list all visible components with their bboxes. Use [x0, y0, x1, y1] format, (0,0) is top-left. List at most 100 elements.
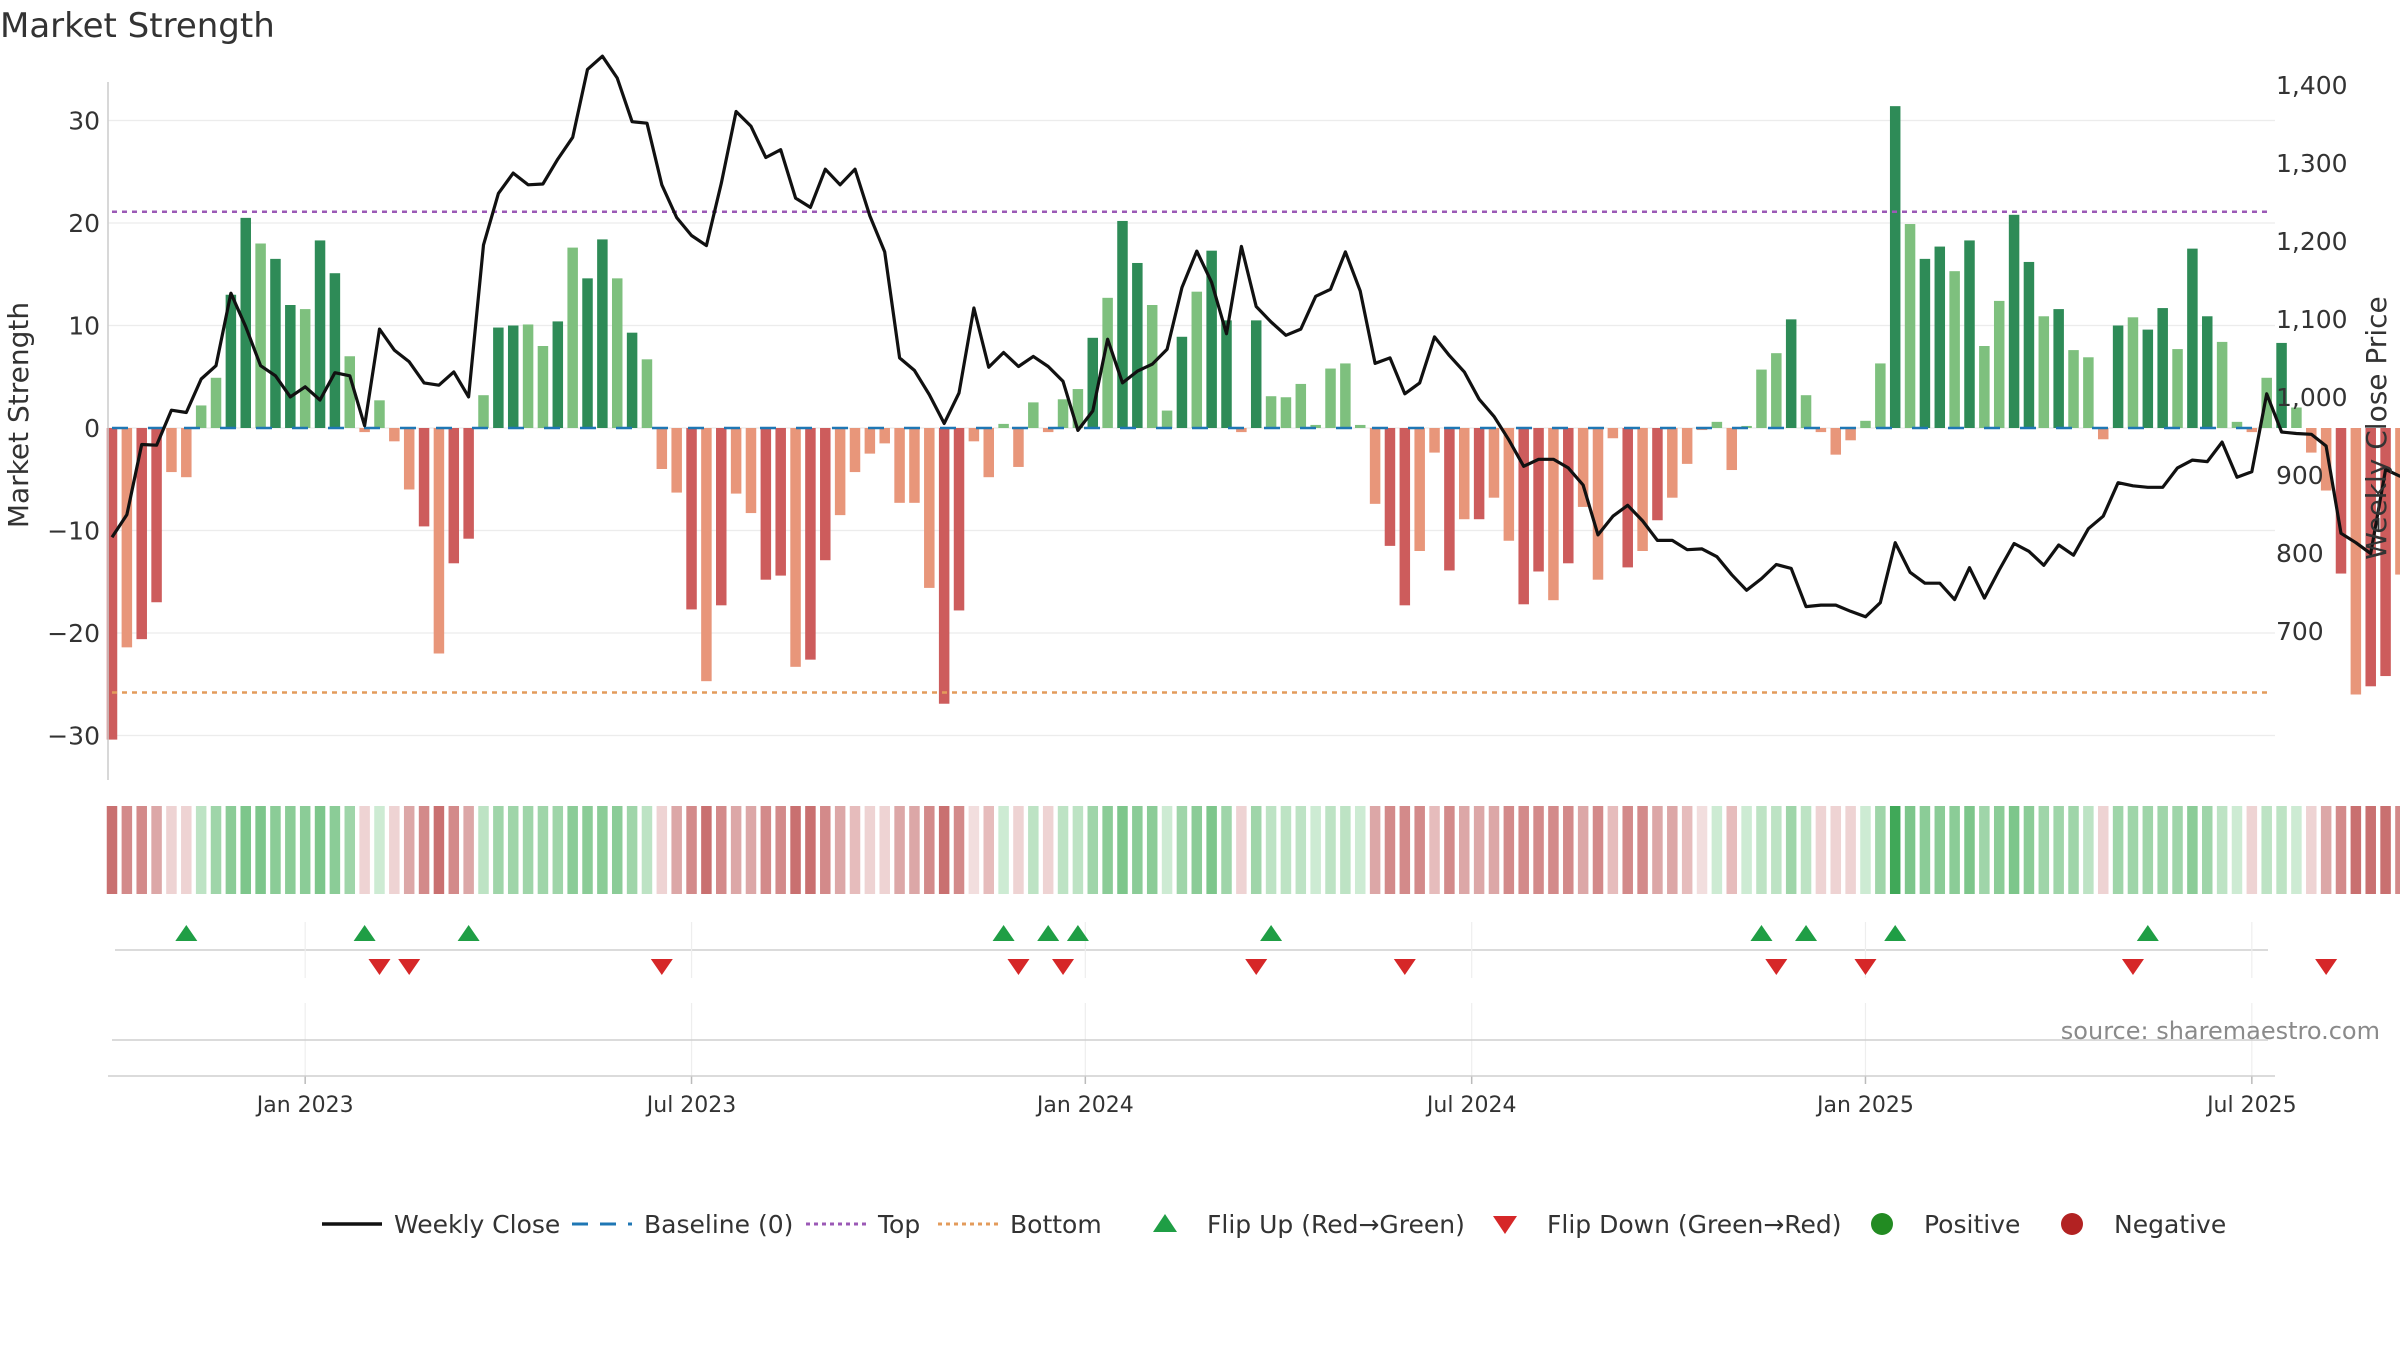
strength-bar [1548, 428, 1559, 601]
y-tick-label: −20 [47, 619, 100, 648]
strip-cell [1726, 806, 1737, 894]
y2-tick-label: 1,300 [2276, 149, 2348, 178]
strip-cell [2187, 806, 2198, 894]
strip-cell [240, 806, 251, 894]
strip-cell [493, 806, 504, 894]
strength-bar [1042, 428, 1054, 433]
strip-cell [2053, 806, 2064, 894]
legend-swatch-flip-up [1153, 1214, 1177, 1232]
strip-cell [1176, 806, 1188, 894]
strip-cell [1250, 806, 1262, 894]
legend-swatch-circle [2061, 1213, 2083, 1235]
strip-cell [968, 806, 980, 894]
strength-bar [2246, 428, 2258, 433]
strip-cell [2261, 806, 2272, 894]
flip-down-marker [1393, 959, 1416, 975]
strip-cell [1236, 806, 1247, 894]
strength-bar [181, 428, 192, 478]
legend-label: Bottom [1010, 1210, 1102, 1239]
legend-label: Positive [1924, 1210, 2020, 1239]
strip-cell [2068, 806, 2079, 894]
strength-bar [1102, 297, 1113, 428]
strip-cell [656, 806, 668, 894]
strength-bar [537, 346, 549, 428]
strip-cell [1280, 806, 1292, 894]
strength-bar [924, 428, 935, 588]
strength-bar [834, 428, 846, 516]
strength-bar [938, 428, 950, 704]
strip-cell [418, 806, 430, 894]
legend-label: Weekly Close [394, 1210, 560, 1239]
strength-bar [2112, 325, 2124, 428]
strength-bar [1325, 368, 1336, 428]
strip-cell [849, 806, 861, 894]
strength-bar [2350, 428, 2362, 695]
strip-cell [433, 806, 445, 894]
strip-cell [1696, 806, 1708, 894]
strip-cell [121, 806, 133, 894]
legend-label: Flip Up (Red→Green) [1207, 1210, 1465, 1239]
strength-bar [1815, 428, 1827, 433]
strip-cell [1993, 806, 2005, 894]
strength-bar [1577, 428, 1589, 507]
flip-up-marker [992, 925, 1015, 941]
strength-bar [626, 332, 638, 428]
strength-bar [1607, 428, 1619, 439]
flip-down-marker [2315, 959, 2338, 975]
y2-tick-label: 800 [2276, 539, 2324, 568]
strength-bar [2395, 428, 2400, 575]
flip-up-marker [1066, 925, 1089, 941]
strip-cell [478, 806, 489, 894]
strip-cell [1265, 806, 1277, 894]
strength-bar [507, 325, 519, 428]
strength-bar [552, 321, 564, 428]
strip-cell [151, 806, 162, 894]
strength-bar [1756, 369, 1767, 428]
strength-bar [1726, 428, 1737, 471]
strength-bar [225, 294, 237, 428]
strength-bar [760, 428, 772, 580]
strip-cell [314, 806, 326, 894]
strength-bar [1919, 258, 1931, 428]
strip-cell [2365, 806, 2376, 894]
strip-cell [2142, 806, 2154, 894]
strength-bar [641, 359, 653, 428]
y-tick-label: −30 [47, 722, 100, 751]
strip-cell [359, 806, 370, 894]
strength-bar [463, 428, 474, 539]
strength-bar [2365, 428, 2376, 687]
strip-cell [299, 806, 311, 894]
strength-bar [1681, 428, 1693, 464]
strength-bar [2276, 342, 2287, 428]
flip-markers [115, 922, 2338, 978]
axes-layer: −30 −20 −10 0 10 20 30 700 800 900 1,000 1,100 1,200… [47, 71, 2348, 780]
strength-bar [2097, 428, 2109, 440]
strength-bar [656, 428, 668, 469]
strip-cell [716, 806, 727, 894]
y-axis-label: Market Strength [2, 302, 35, 528]
legend-label: Negative [2114, 1210, 2226, 1239]
strip-cell [1771, 806, 1782, 894]
strip-cell [1221, 806, 1232, 894]
strip-cell [285, 806, 296, 894]
strength-bar [195, 405, 207, 428]
strength-bar [1087, 337, 1099, 428]
flip-down-marker [398, 959, 421, 975]
strip-cell [448, 806, 460, 894]
strip-cell [225, 806, 237, 894]
strip-cell [730, 806, 742, 894]
strength-bar [2306, 428, 2317, 453]
flip-up-marker [1260, 925, 1283, 941]
strength-bar [2127, 317, 2139, 428]
strip-cell [1310, 806, 1321, 894]
strip-cell [2216, 806, 2228, 894]
strip-cell [1815, 806, 1827, 894]
strength-bar [1369, 428, 1381, 504]
strip-cell [106, 806, 118, 894]
strength-bar [879, 428, 890, 444]
strength-bar [1295, 383, 1307, 428]
strip-cell [2008, 806, 2020, 894]
flip-up-marker [2136, 925, 2159, 941]
strip-cell [1563, 806, 1574, 894]
flip-down-marker [1245, 959, 1268, 975]
